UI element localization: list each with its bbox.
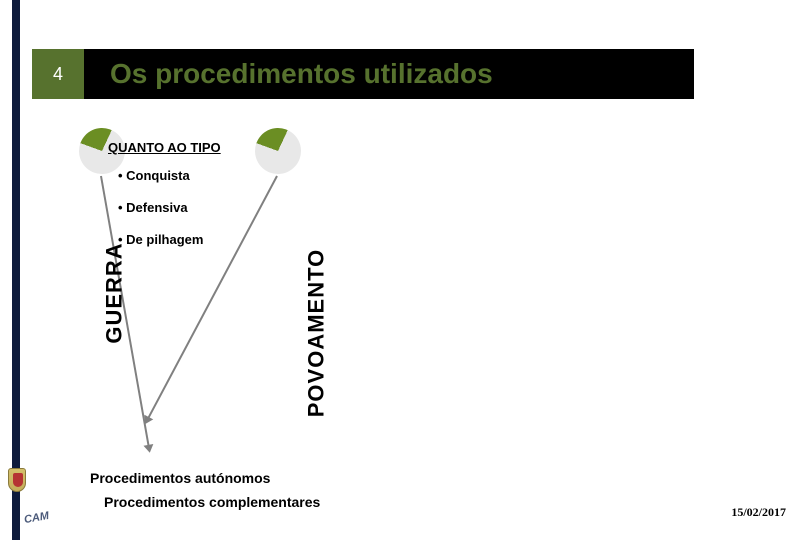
footer-text-2: Procedimentos complementares xyxy=(104,494,320,510)
slide-date: 15/02/2017 xyxy=(731,505,786,520)
left-accent-bar xyxy=(12,0,20,540)
title-bar: 4 Os procedimentos utilizados xyxy=(36,49,694,99)
vertical-label-guerra: GUERRA xyxy=(102,242,128,343)
footer-text-1: Procedimentos autónomos xyxy=(90,470,270,486)
slide-title: Os procedimentos utilizados xyxy=(110,58,493,90)
logo-text: CAM xyxy=(23,510,50,526)
slide-number-box: 4 xyxy=(32,49,84,99)
vertical-label-povoamento: POVOAMENTO xyxy=(303,249,329,418)
shield-icon xyxy=(8,468,26,492)
pie-chart-right xyxy=(249,122,308,181)
bullet-item: • Defensiva xyxy=(118,200,188,215)
bullet-item: • Conquista xyxy=(118,168,190,183)
bullet-item: • De pilhagem xyxy=(118,232,203,247)
slide-number: 4 xyxy=(53,64,63,85)
section-heading: QUANTO AO TIPO xyxy=(108,140,221,155)
logo-shield xyxy=(8,468,26,494)
shield-inner xyxy=(13,473,23,487)
